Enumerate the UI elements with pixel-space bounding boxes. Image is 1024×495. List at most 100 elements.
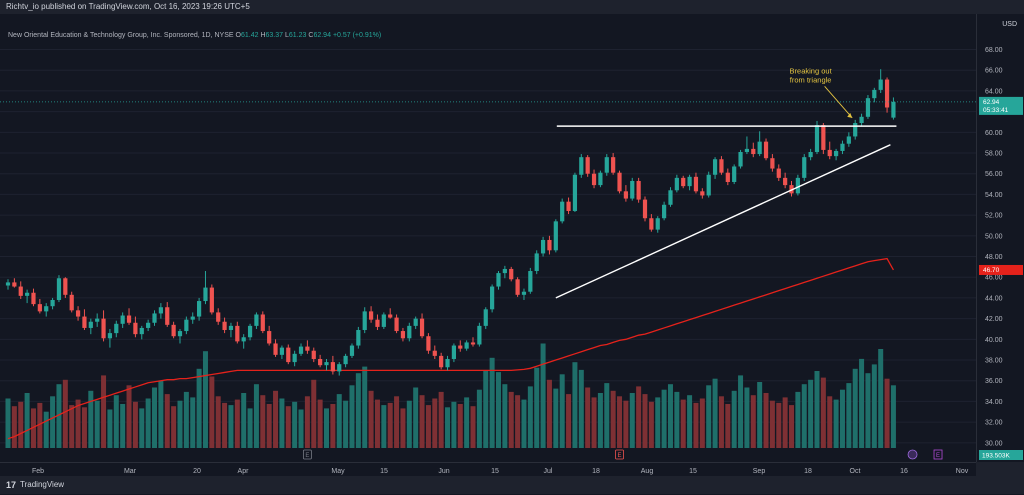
moving-average-line [7, 257, 894, 440]
volume-bar [585, 387, 591, 448]
candle-body [744, 148, 750, 152]
volume-bar [489, 357, 495, 448]
volume-bar [808, 379, 814, 448]
candle-body [324, 362, 329, 366]
support-trendline [555, 144, 891, 299]
volume-tag-text: 193.503K [982, 453, 1010, 460]
candle-body [165, 307, 170, 325]
candle-body [330, 362, 335, 372]
candle-body [146, 322, 151, 328]
volume-bar [336, 394, 342, 448]
candle-body [827, 149, 832, 157]
volume-bar [655, 397, 661, 448]
candle-body [776, 168, 781, 178]
volume-bar [368, 390, 374, 448]
candle-body [349, 345, 355, 356]
volume-bar [279, 398, 285, 448]
candle-body [553, 221, 558, 251]
volume-bar [470, 406, 476, 448]
volume-bar [292, 401, 298, 448]
price-tick-label: 66.00 [985, 68, 1003, 75]
low-value: 61.23 [288, 32, 307, 39]
price-axis[interactable]: 68.0066.0064.0062.0060.0058.0056.0054.00… [976, 14, 1024, 462]
candle-body [521, 291, 527, 295]
candle-body [642, 199, 648, 219]
annotation-arrow [824, 86, 853, 119]
candle-body [413, 318, 418, 326]
candle-body [445, 358, 450, 368]
volume-bar [750, 395, 756, 448]
volume-bar [234, 399, 240, 448]
candle-body [31, 292, 36, 305]
upcoming-earnings-marker [933, 449, 943, 460]
volume-bar [636, 386, 642, 448]
candle-body [470, 342, 476, 345]
price-tick-label: 64.00 [985, 88, 1003, 95]
time-tick-label: 15 [380, 468, 388, 475]
volume-bar [158, 380, 164, 448]
volume-bar [311, 379, 317, 448]
candle-body [126, 315, 132, 323]
volume-bar [738, 375, 744, 448]
volume-bar [215, 396, 221, 448]
high-label: H [260, 32, 266, 39]
price-tick-label: 50.00 [985, 233, 1003, 240]
volume-bar [374, 399, 380, 448]
candle-body [88, 321, 93, 328]
volume-bar [171, 406, 177, 448]
candle-body [44, 306, 49, 312]
open-label: O [235, 32, 241, 39]
candle-body [630, 180, 635, 199]
candle-body [477, 325, 482, 345]
volume-bar [30, 408, 36, 448]
tradingview-logo-icon: 17 [6, 480, 17, 490]
candle-body [82, 316, 87, 328]
candle-body [598, 172, 603, 186]
candle-body [394, 317, 399, 332]
candle-body [814, 125, 820, 152]
volume-bar [553, 388, 559, 448]
candle-body [655, 218, 660, 230]
time-axis[interactable]: Feb Mar 20 Apr May 15 Jun 15 Jul 18 Aug 15 Sep 18 Oct 1… [0, 462, 976, 477]
candle-body [439, 355, 444, 368]
time-tick-label: Aug [641, 468, 654, 475]
candle-body [235, 325, 240, 342]
candle-body [426, 336, 431, 351]
volume-bar [394, 396, 400, 448]
currency-label[interactable]: USD [1002, 21, 1017, 28]
volume-bar [56, 384, 62, 448]
volume-bar [578, 369, 584, 448]
volume-bar [413, 387, 419, 448]
volume-bar [591, 397, 597, 448]
candle-body [668, 190, 673, 205]
candle-body [585, 157, 590, 174]
candle-body [719, 159, 724, 173]
candle-body [859, 116, 864, 124]
volume-bar [495, 372, 501, 448]
candle-body [362, 311, 367, 331]
candle-body [483, 309, 488, 326]
candle-body [75, 310, 81, 317]
candle-body [203, 287, 208, 302]
volume-tag [979, 450, 1023, 460]
volume-bar [795, 391, 801, 448]
price-tick-label: 42.00 [985, 316, 1003, 323]
volume-bar [222, 402, 228, 448]
volume-bar [706, 385, 712, 448]
volume-bar [400, 408, 406, 448]
chart-pane[interactable]: Breaking out from triangle E E E New Orienta… [0, 14, 976, 462]
candle-body [464, 342, 469, 349]
price-tick-label: 38.00 [985, 358, 1003, 365]
candle-body [318, 358, 323, 366]
price-tick-label: 56.00 [985, 171, 1003, 178]
price-tick-label: 46.00 [985, 275, 1003, 282]
volume-bar [540, 343, 546, 448]
last-price-tag-text: 05:33:41 [983, 107, 1009, 114]
volume-bar [317, 399, 323, 448]
candle-body [534, 253, 539, 272]
annotation-arrowhead [847, 112, 853, 118]
time-tick-label: May [331, 468, 345, 475]
candle-body [228, 325, 234, 331]
volume-bar [343, 400, 349, 448]
